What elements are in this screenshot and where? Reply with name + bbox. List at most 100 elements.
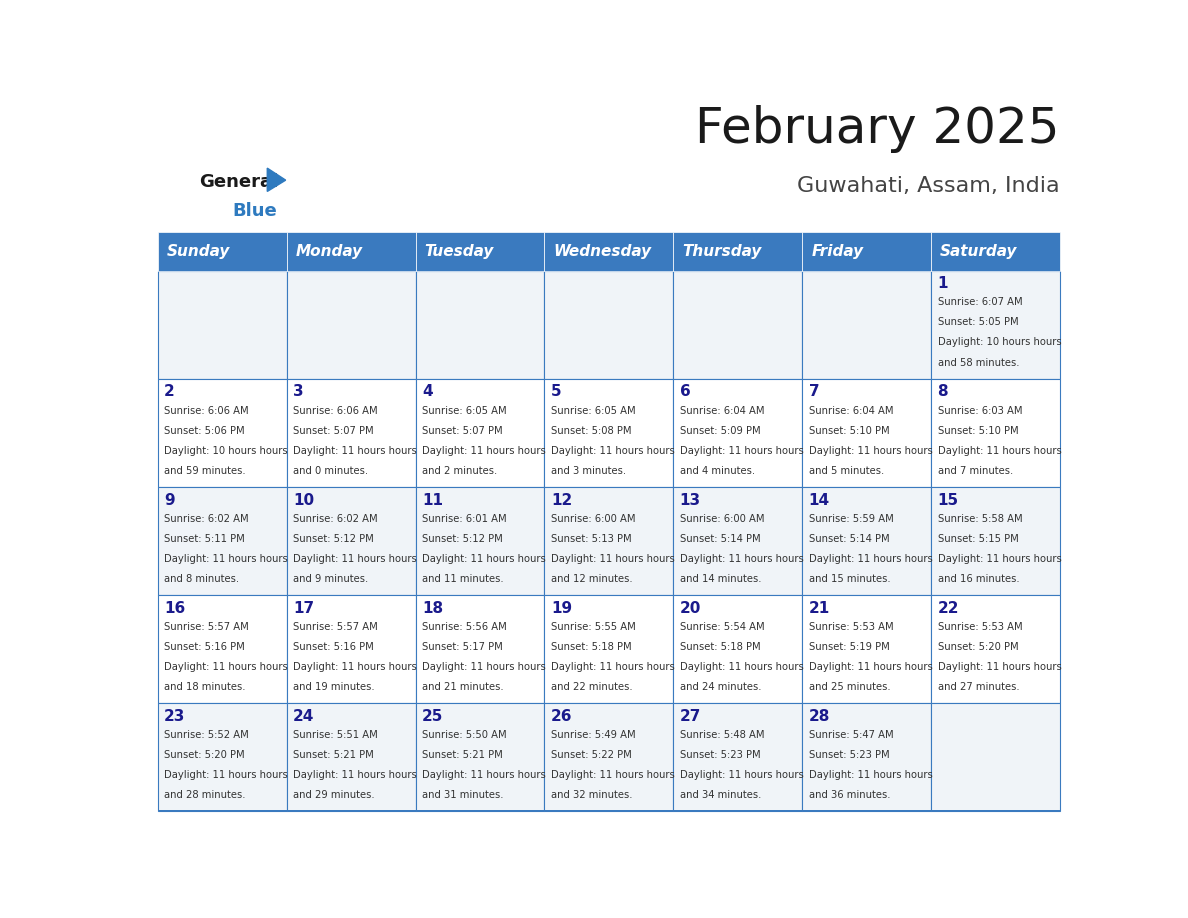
Text: and 9 minutes.: and 9 minutes. (293, 574, 368, 584)
Bar (286, 271, 416, 379)
Text: 14: 14 (809, 493, 829, 508)
Text: Sunrise: 5:47 AM: Sunrise: 5:47 AM (809, 730, 893, 740)
Bar (674, 487, 802, 595)
Text: Daylight: 10 hours hours: Daylight: 10 hours hours (937, 338, 1061, 348)
Text: Daylight: 11 hours hours: Daylight: 11 hours hours (551, 770, 675, 780)
Text: and 27 minutes.: and 27 minutes. (937, 682, 1019, 692)
Bar (416, 271, 544, 379)
Bar (544, 595, 674, 703)
Text: Daylight: 11 hours hours: Daylight: 11 hours hours (422, 554, 545, 564)
Text: Daylight: 11 hours hours: Daylight: 11 hours hours (937, 554, 1061, 564)
Text: Daylight: 11 hours hours: Daylight: 11 hours hours (293, 445, 417, 455)
Text: Daylight: 11 hours hours: Daylight: 11 hours hours (809, 770, 933, 780)
Text: Daylight: 11 hours hours: Daylight: 11 hours hours (293, 662, 417, 672)
Text: Sunrise: 6:00 AM: Sunrise: 6:00 AM (551, 514, 636, 524)
Bar (931, 271, 1060, 379)
Text: and 19 minutes.: and 19 minutes. (293, 682, 374, 692)
Text: Daylight: 11 hours hours: Daylight: 11 hours hours (809, 662, 933, 672)
Text: Daylight: 11 hours hours: Daylight: 11 hours hours (551, 662, 675, 672)
Bar (544, 487, 674, 595)
Text: 12: 12 (551, 493, 573, 508)
Text: Sunrise: 6:06 AM: Sunrise: 6:06 AM (293, 406, 378, 416)
Text: Daylight: 11 hours hours: Daylight: 11 hours hours (937, 445, 1061, 455)
Bar (158, 595, 286, 703)
Text: and 7 minutes.: and 7 minutes. (937, 465, 1013, 476)
Bar (416, 379, 544, 487)
Text: Sunset: 5:14 PM: Sunset: 5:14 PM (680, 533, 760, 543)
Text: Sunrise: 5:48 AM: Sunrise: 5:48 AM (680, 730, 764, 740)
Text: and 32 minutes.: and 32 minutes. (551, 790, 632, 800)
Text: and 14 minutes.: and 14 minutes. (680, 574, 762, 584)
Bar (416, 595, 544, 703)
Text: Saturday: Saturday (940, 243, 1018, 259)
Text: Sunset: 5:23 PM: Sunset: 5:23 PM (809, 750, 890, 760)
Text: Sunrise: 5:51 AM: Sunrise: 5:51 AM (293, 730, 378, 740)
Polygon shape (267, 168, 285, 192)
Text: 1: 1 (937, 276, 948, 291)
Text: Sunrise: 6:05 AM: Sunrise: 6:05 AM (551, 406, 636, 416)
Text: Sunset: 5:19 PM: Sunset: 5:19 PM (809, 642, 890, 652)
Bar (802, 487, 931, 595)
Text: 28: 28 (809, 709, 830, 724)
Text: Blue: Blue (233, 202, 277, 219)
Bar (286, 595, 416, 703)
Text: and 2 minutes.: and 2 minutes. (422, 465, 498, 476)
Bar (802, 271, 931, 379)
Text: Sunset: 5:11 PM: Sunset: 5:11 PM (164, 533, 245, 543)
Text: and 31 minutes.: and 31 minutes. (422, 790, 504, 800)
Text: and 29 minutes.: and 29 minutes. (293, 790, 374, 800)
Bar (931, 379, 1060, 487)
Text: Sunrise: 6:04 AM: Sunrise: 6:04 AM (809, 406, 893, 416)
Text: Sunset: 5:06 PM: Sunset: 5:06 PM (164, 426, 245, 436)
Text: Daylight: 11 hours hours: Daylight: 11 hours hours (422, 445, 545, 455)
Text: 10: 10 (293, 493, 314, 508)
Bar (931, 595, 1060, 703)
Text: Daylight: 11 hours hours: Daylight: 11 hours hours (164, 662, 287, 672)
Text: Sunrise: 6:04 AM: Sunrise: 6:04 AM (680, 406, 764, 416)
Text: Sunrise: 6:02 AM: Sunrise: 6:02 AM (164, 514, 248, 524)
Text: and 5 minutes.: and 5 minutes. (809, 465, 884, 476)
Text: and 58 minutes.: and 58 minutes. (937, 357, 1019, 367)
Bar (158, 703, 286, 812)
Bar (416, 231, 544, 271)
Text: Sunset: 5:20 PM: Sunset: 5:20 PM (164, 750, 245, 760)
Text: and 12 minutes.: and 12 minutes. (551, 574, 632, 584)
Text: Daylight: 11 hours hours: Daylight: 11 hours hours (680, 662, 803, 672)
Text: Daylight: 11 hours hours: Daylight: 11 hours hours (293, 554, 417, 564)
Text: 7: 7 (809, 385, 820, 399)
Text: Daylight: 11 hours hours: Daylight: 11 hours hours (809, 445, 933, 455)
Text: Sunrise: 5:53 AM: Sunrise: 5:53 AM (937, 621, 1022, 632)
Text: Sunrise: 5:52 AM: Sunrise: 5:52 AM (164, 730, 249, 740)
Bar (931, 487, 1060, 595)
Text: Daylight: 11 hours hours: Daylight: 11 hours hours (422, 662, 545, 672)
Text: Sunrise: 6:07 AM: Sunrise: 6:07 AM (937, 297, 1022, 308)
Bar (158, 271, 286, 379)
Text: Sunrise: 5:57 AM: Sunrise: 5:57 AM (293, 621, 378, 632)
Bar (286, 703, 416, 812)
Text: Sunset: 5:16 PM: Sunset: 5:16 PM (164, 642, 245, 652)
Text: Sunrise: 6:00 AM: Sunrise: 6:00 AM (680, 514, 764, 524)
Text: Sunset: 5:08 PM: Sunset: 5:08 PM (551, 426, 631, 436)
Text: and 28 minutes.: and 28 minutes. (164, 790, 246, 800)
Text: Daylight: 11 hours hours: Daylight: 11 hours hours (422, 770, 545, 780)
Text: Sunrise: 6:06 AM: Sunrise: 6:06 AM (164, 406, 248, 416)
Text: February 2025: February 2025 (695, 105, 1060, 152)
Text: Thursday: Thursday (682, 243, 762, 259)
Text: Daylight: 11 hours hours: Daylight: 11 hours hours (164, 770, 287, 780)
Bar (286, 379, 416, 487)
Bar (158, 487, 286, 595)
Text: Sunset: 5:05 PM: Sunset: 5:05 PM (937, 318, 1018, 328)
Text: Daylight: 11 hours hours: Daylight: 11 hours hours (809, 554, 933, 564)
Bar (544, 231, 674, 271)
Text: Sunrise: 5:49 AM: Sunrise: 5:49 AM (551, 730, 636, 740)
Bar (286, 487, 416, 595)
Text: 25: 25 (422, 709, 443, 724)
Bar (544, 703, 674, 812)
Bar (286, 231, 416, 271)
Text: Sunset: 5:15 PM: Sunset: 5:15 PM (937, 533, 1018, 543)
Text: Sunset: 5:21 PM: Sunset: 5:21 PM (422, 750, 503, 760)
Text: Sunrise: 5:50 AM: Sunrise: 5:50 AM (422, 730, 506, 740)
Text: Wednesday: Wednesday (554, 243, 651, 259)
Text: Sunset: 5:17 PM: Sunset: 5:17 PM (422, 642, 503, 652)
Text: Daylight: 11 hours hours: Daylight: 11 hours hours (937, 662, 1061, 672)
